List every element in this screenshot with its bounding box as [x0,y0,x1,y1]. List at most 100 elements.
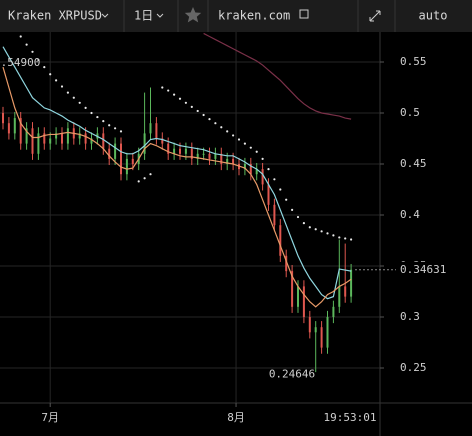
candle-body [291,271,294,307]
sar-dot [261,157,264,160]
sar-dot [96,115,99,119]
candle-body [102,133,105,149]
candle-body [261,169,264,185]
sar-dot [202,113,205,117]
candle-body [338,286,341,307]
sar-dot [55,79,58,82]
candle-body [285,255,288,272]
candle-body [131,158,134,164]
scale-mode[interactable]: auto [419,9,448,23]
candle-body [49,138,52,144]
star-icon[interactable] [184,7,202,23]
sar-dot [255,150,258,153]
toolbar-bg [0,0,472,32]
sar-dot [285,198,288,201]
sar-dot [350,238,353,241]
moving-average [203,32,352,120]
toolbar: Kraken XRPUSD 1日 kraken.com auto [0,0,472,32]
sar-dot [72,96,75,99]
candle-body [7,123,10,134]
candle-body [249,163,252,175]
y-tick-label: 0.3 [400,310,420,323]
candle-body [143,133,146,154]
sar-dot [102,120,105,123]
candle-body [161,138,164,144]
sar-dot [25,43,28,46]
candle-body [25,128,28,144]
y-tick-label: 0.55 [400,55,427,68]
chevron[interactable] [101,13,109,18]
plot [2,32,353,373]
sar-dot [296,215,300,219]
chevron[interactable] [156,13,164,18]
y-tick-label: 0.4 [400,208,420,221]
sar-dot [108,124,111,127]
sar-dot [326,232,329,235]
sar-dot [308,226,311,229]
sar-dot [332,234,335,237]
sar-dot [149,173,152,176]
candle-body [302,286,305,318]
candle-body [114,143,117,159]
candle-body [66,128,69,144]
sar-dot [31,50,34,53]
candle-body [167,143,170,154]
sar-dot [267,167,270,171]
sar-dot [114,127,117,130]
y-tick-label: 0.5 [400,106,420,119]
last-price-label: 0.34631 [400,263,446,276]
interval[interactable]: 1日 [134,9,153,23]
sar-dot [220,126,223,129]
candle-body [37,133,40,154]
candle-body [243,163,246,170]
time-label: 19:53:01 [324,411,377,424]
sar-dot [66,91,69,94]
sar-dot [232,134,235,137]
candle-body [332,306,335,318]
sar-dot [49,73,52,76]
sar-dot [190,105,193,108]
sar-dot [60,85,64,88]
popout-icon[interactable] [299,9,309,19]
sar-dot [178,97,182,100]
sar-dot [78,101,81,104]
candle-body [179,148,181,154]
candle-body [202,153,205,155]
candle-body [273,204,276,226]
candle-body [90,138,93,144]
moving-average [2,46,352,300]
sar-dot [19,35,22,38]
candle-body [320,327,323,348]
grid [0,32,380,403]
sar-dot [173,93,176,96]
sar-dot [137,180,140,183]
expand-icon[interactable] [369,10,381,22]
price-annotation: 0.54900 [0,56,40,69]
candle-body [61,133,63,144]
candle-body [31,128,34,154]
candle-body [13,118,16,134]
symbol[interactable]: Kraken XRPUSD [8,9,102,23]
sar-dot [243,142,246,145]
candle-body [43,133,46,144]
sar-dot [90,111,93,115]
candle-body [149,123,152,134]
sar-dot [302,222,305,225]
candle-body [184,148,187,154]
sar-dot [167,89,170,92]
sar-dot [84,106,87,109]
sar-dot [237,138,241,141]
candle-body [344,286,347,297]
candle-body [326,317,329,348]
candle-body [214,153,217,159]
site-link[interactable]: kraken.com [218,9,290,23]
sar-dot [291,208,294,212]
sar-dot [344,237,347,240]
sar-dot [338,236,341,239]
candle-body [208,153,211,159]
sar-dot [143,177,146,180]
sar-dot [279,188,282,191]
price-annotation: 0.24646 [269,368,315,381]
candle-body [255,169,258,175]
